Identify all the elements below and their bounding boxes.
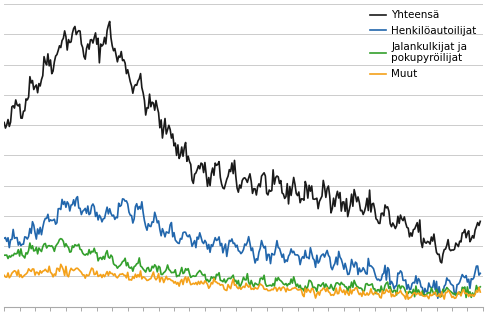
Muut — [1, 273, 7, 277]
Yhteensä — [208, 172, 214, 175]
Muut — [405, 297, 411, 301]
Henkilöautoilijat — [274, 239, 280, 243]
Line: Jalankulkijat ja
pokupyröilijat: Jalankulkijat ja pokupyröilijat — [4, 239, 480, 297]
Henkilöautoilijat — [477, 272, 483, 275]
Jalankulkijat ja
pokupyröilijat — [477, 285, 483, 289]
Muut — [58, 262, 64, 266]
Muut — [208, 281, 214, 284]
Muut — [397, 289, 403, 293]
Jalankulkijat ja
pokupyröilijat — [1, 253, 7, 257]
Line: Henkilöautoilijat: Henkilöautoilijat — [4, 197, 480, 298]
Jalankulkijat ja
pokupyröilijat — [208, 275, 214, 279]
Henkilöautoilijat — [66, 202, 72, 206]
Legend: Yhteensä, Henkilöautoilijat, Jalankulkijat ja
pokupyröilijat, Muut: Yhteensä, Henkilöautoilijat, Jalankulkij… — [366, 6, 481, 83]
Yhteensä — [439, 261, 445, 265]
Muut — [407, 296, 412, 300]
Muut — [274, 289, 280, 293]
Yhteensä — [477, 220, 483, 223]
Muut — [277, 285, 282, 289]
Yhteensä — [107, 20, 112, 23]
Yhteensä — [66, 38, 72, 42]
Yhteensä — [397, 213, 403, 217]
Line: Yhteensä: Yhteensä — [4, 21, 480, 263]
Henkilöautoilijat — [405, 283, 411, 286]
Jalankulkijat ja
pokupyröilijat — [397, 287, 403, 291]
Henkilöautoilijat — [435, 296, 441, 300]
Muut — [67, 270, 73, 273]
Jalankulkijat ja
pokupyröilijat — [463, 295, 469, 299]
Jalankulkijat ja
pokupyröilijat — [58, 237, 64, 241]
Henkilöautoilijat — [277, 246, 282, 250]
Jalankulkijat ja
pokupyröilijat — [405, 291, 411, 295]
Henkilöautoilijat — [75, 195, 80, 198]
Yhteensä — [405, 226, 411, 230]
Yhteensä — [274, 174, 280, 178]
Yhteensä — [1, 121, 7, 124]
Line: Muut: Muut — [4, 264, 480, 299]
Yhteensä — [277, 181, 282, 185]
Henkilöautoilijat — [397, 269, 403, 273]
Jalankulkijat ja
pokupyröilijat — [67, 250, 73, 254]
Jalankulkijat ja
pokupyröilijat — [274, 279, 280, 283]
Henkilöautoilijat — [1, 237, 7, 240]
Jalankulkijat ja
pokupyröilijat — [277, 278, 282, 282]
Muut — [477, 290, 483, 294]
Henkilöautoilijat — [208, 243, 214, 247]
